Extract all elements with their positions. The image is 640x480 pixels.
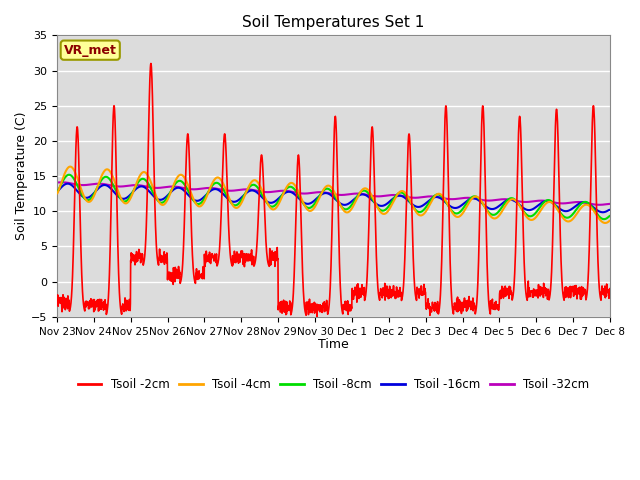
- Tsoil -2cm: [350, 292, 358, 298]
- Line: Tsoil -32cm: Tsoil -32cm: [57, 182, 610, 205]
- Tsoil -8cm: [573, 206, 580, 212]
- Tsoil -4cm: [207, 182, 215, 188]
- Tsoil -4cm: [67, 164, 74, 169]
- Tsoil -4cm: [606, 218, 614, 224]
- Tsoil -8cm: [600, 216, 608, 222]
- Tsoil -32cm: [53, 180, 61, 185]
- Tsoil -8cm: [606, 213, 614, 219]
- Tsoil -32cm: [495, 197, 502, 203]
- Tsoil -2cm: [573, 296, 580, 302]
- Tsoil -16cm: [495, 204, 502, 209]
- Tsoil -2cm: [147, 60, 155, 66]
- Tsoil -4cm: [602, 220, 609, 226]
- Title: Soil Temperatures Set 1: Soil Temperatures Set 1: [243, 15, 424, 30]
- Tsoil -2cm: [606, 287, 614, 293]
- Tsoil -8cm: [557, 211, 565, 217]
- Tsoil -2cm: [495, 307, 502, 313]
- Tsoil -4cm: [362, 185, 369, 191]
- Line: Tsoil -16cm: Tsoil -16cm: [57, 184, 610, 212]
- Tsoil -16cm: [207, 187, 215, 193]
- Y-axis label: Soil Temperature (C): Soil Temperature (C): [15, 112, 28, 240]
- Tsoil -4cm: [557, 213, 565, 218]
- Tsoil -32cm: [349, 191, 357, 197]
- Tsoil -16cm: [64, 181, 72, 187]
- Tsoil -2cm: [557, 271, 565, 277]
- Tsoil -8cm: [53, 189, 61, 194]
- Tsoil -4cm: [495, 214, 502, 219]
- Tsoil -4cm: [573, 211, 580, 217]
- Tsoil -8cm: [362, 188, 369, 194]
- Tsoil -32cm: [362, 192, 369, 197]
- Tsoil -16cm: [557, 207, 565, 213]
- Tsoil -16cm: [599, 209, 607, 215]
- Tsoil -8cm: [65, 172, 73, 178]
- Line: Tsoil -8cm: Tsoil -8cm: [57, 175, 610, 219]
- Tsoil -8cm: [207, 184, 215, 190]
- Tsoil -32cm: [573, 199, 580, 205]
- X-axis label: Time: Time: [318, 338, 349, 351]
- Tsoil -16cm: [53, 188, 61, 194]
- Text: VR_met: VR_met: [64, 44, 116, 57]
- Line: Tsoil -4cm: Tsoil -4cm: [57, 167, 610, 223]
- Tsoil -2cm: [53, 294, 61, 300]
- Tsoil -32cm: [595, 202, 603, 208]
- Tsoil -2cm: [313, 314, 321, 320]
- Tsoil -32cm: [207, 185, 215, 191]
- Tsoil -16cm: [362, 192, 369, 198]
- Tsoil -2cm: [207, 252, 215, 258]
- Tsoil -16cm: [349, 197, 357, 203]
- Tsoil -32cm: [557, 201, 565, 206]
- Tsoil -32cm: [606, 201, 614, 207]
- Legend: Tsoil -2cm, Tsoil -4cm, Tsoil -8cm, Tsoil -16cm, Tsoil -32cm: Tsoil -2cm, Tsoil -4cm, Tsoil -8cm, Tsoi…: [73, 373, 594, 396]
- Tsoil -8cm: [349, 199, 357, 205]
- Tsoil -16cm: [606, 207, 614, 213]
- Tsoil -4cm: [349, 203, 357, 208]
- Tsoil -4cm: [53, 191, 61, 196]
- Tsoil -16cm: [573, 203, 580, 208]
- Tsoil -2cm: [362, 291, 370, 297]
- Tsoil -8cm: [495, 209, 502, 215]
- Line: Tsoil -2cm: Tsoil -2cm: [57, 63, 610, 317]
- Tsoil -32cm: [58, 180, 66, 185]
